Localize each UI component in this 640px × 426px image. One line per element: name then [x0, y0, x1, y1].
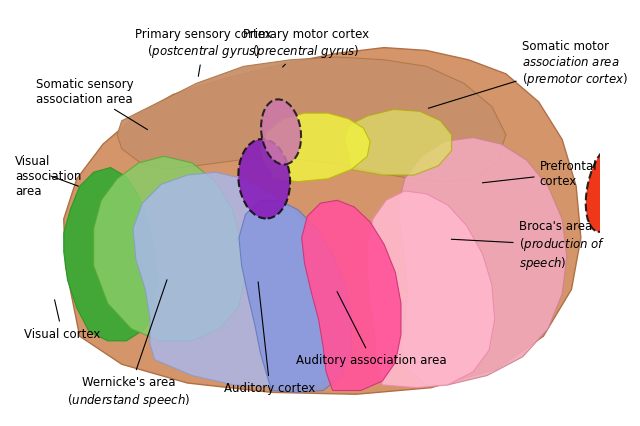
Ellipse shape	[261, 100, 301, 165]
Polygon shape	[260, 114, 370, 182]
Text: Visual cortex: Visual cortex	[24, 300, 100, 340]
Text: Prefrontal
cortex: Prefrontal cortex	[483, 160, 597, 187]
Polygon shape	[239, 201, 351, 392]
Polygon shape	[398, 138, 567, 385]
Polygon shape	[367, 192, 495, 388]
Text: Somatic sensory
association area: Somatic sensory association area	[36, 78, 148, 130]
Polygon shape	[117, 58, 506, 182]
Ellipse shape	[586, 145, 628, 232]
Text: Primary motor cortex
$\it{(precentral\ gyrus)}$: Primary motor cortex $\it{(precentral\ g…	[243, 28, 369, 68]
Polygon shape	[133, 173, 354, 388]
Polygon shape	[64, 168, 157, 341]
Text: Auditory cortex: Auditory cortex	[224, 282, 316, 394]
Text: Somatic motor
$\it{association\ area}$
$\it{(premotor\ cortex)}$: Somatic motor $\it{association\ area}$ $…	[428, 40, 628, 109]
Polygon shape	[345, 110, 452, 176]
Polygon shape	[301, 201, 401, 391]
Text: Broca's area
$\it{(production\ of}$
$\it{speech)}$: Broca's area $\it{(production\ of}$ $\it…	[451, 220, 605, 271]
Text: Wernicke's area
$\it{(understand\ speech)}$: Wernicke's area $\it{(understand\ speech…	[67, 280, 191, 408]
Text: Auditory association area: Auditory association area	[296, 292, 447, 366]
Polygon shape	[93, 157, 246, 341]
Polygon shape	[64, 49, 581, 394]
Text: Visual
association
area: Visual association area	[15, 154, 81, 197]
Text: Primary sensory cortex
$\it{(postcentral\ gyrus)}$: Primary sensory cortex $\it{(postcentral…	[136, 28, 272, 77]
Ellipse shape	[238, 140, 290, 219]
Ellipse shape	[602, 138, 640, 220]
